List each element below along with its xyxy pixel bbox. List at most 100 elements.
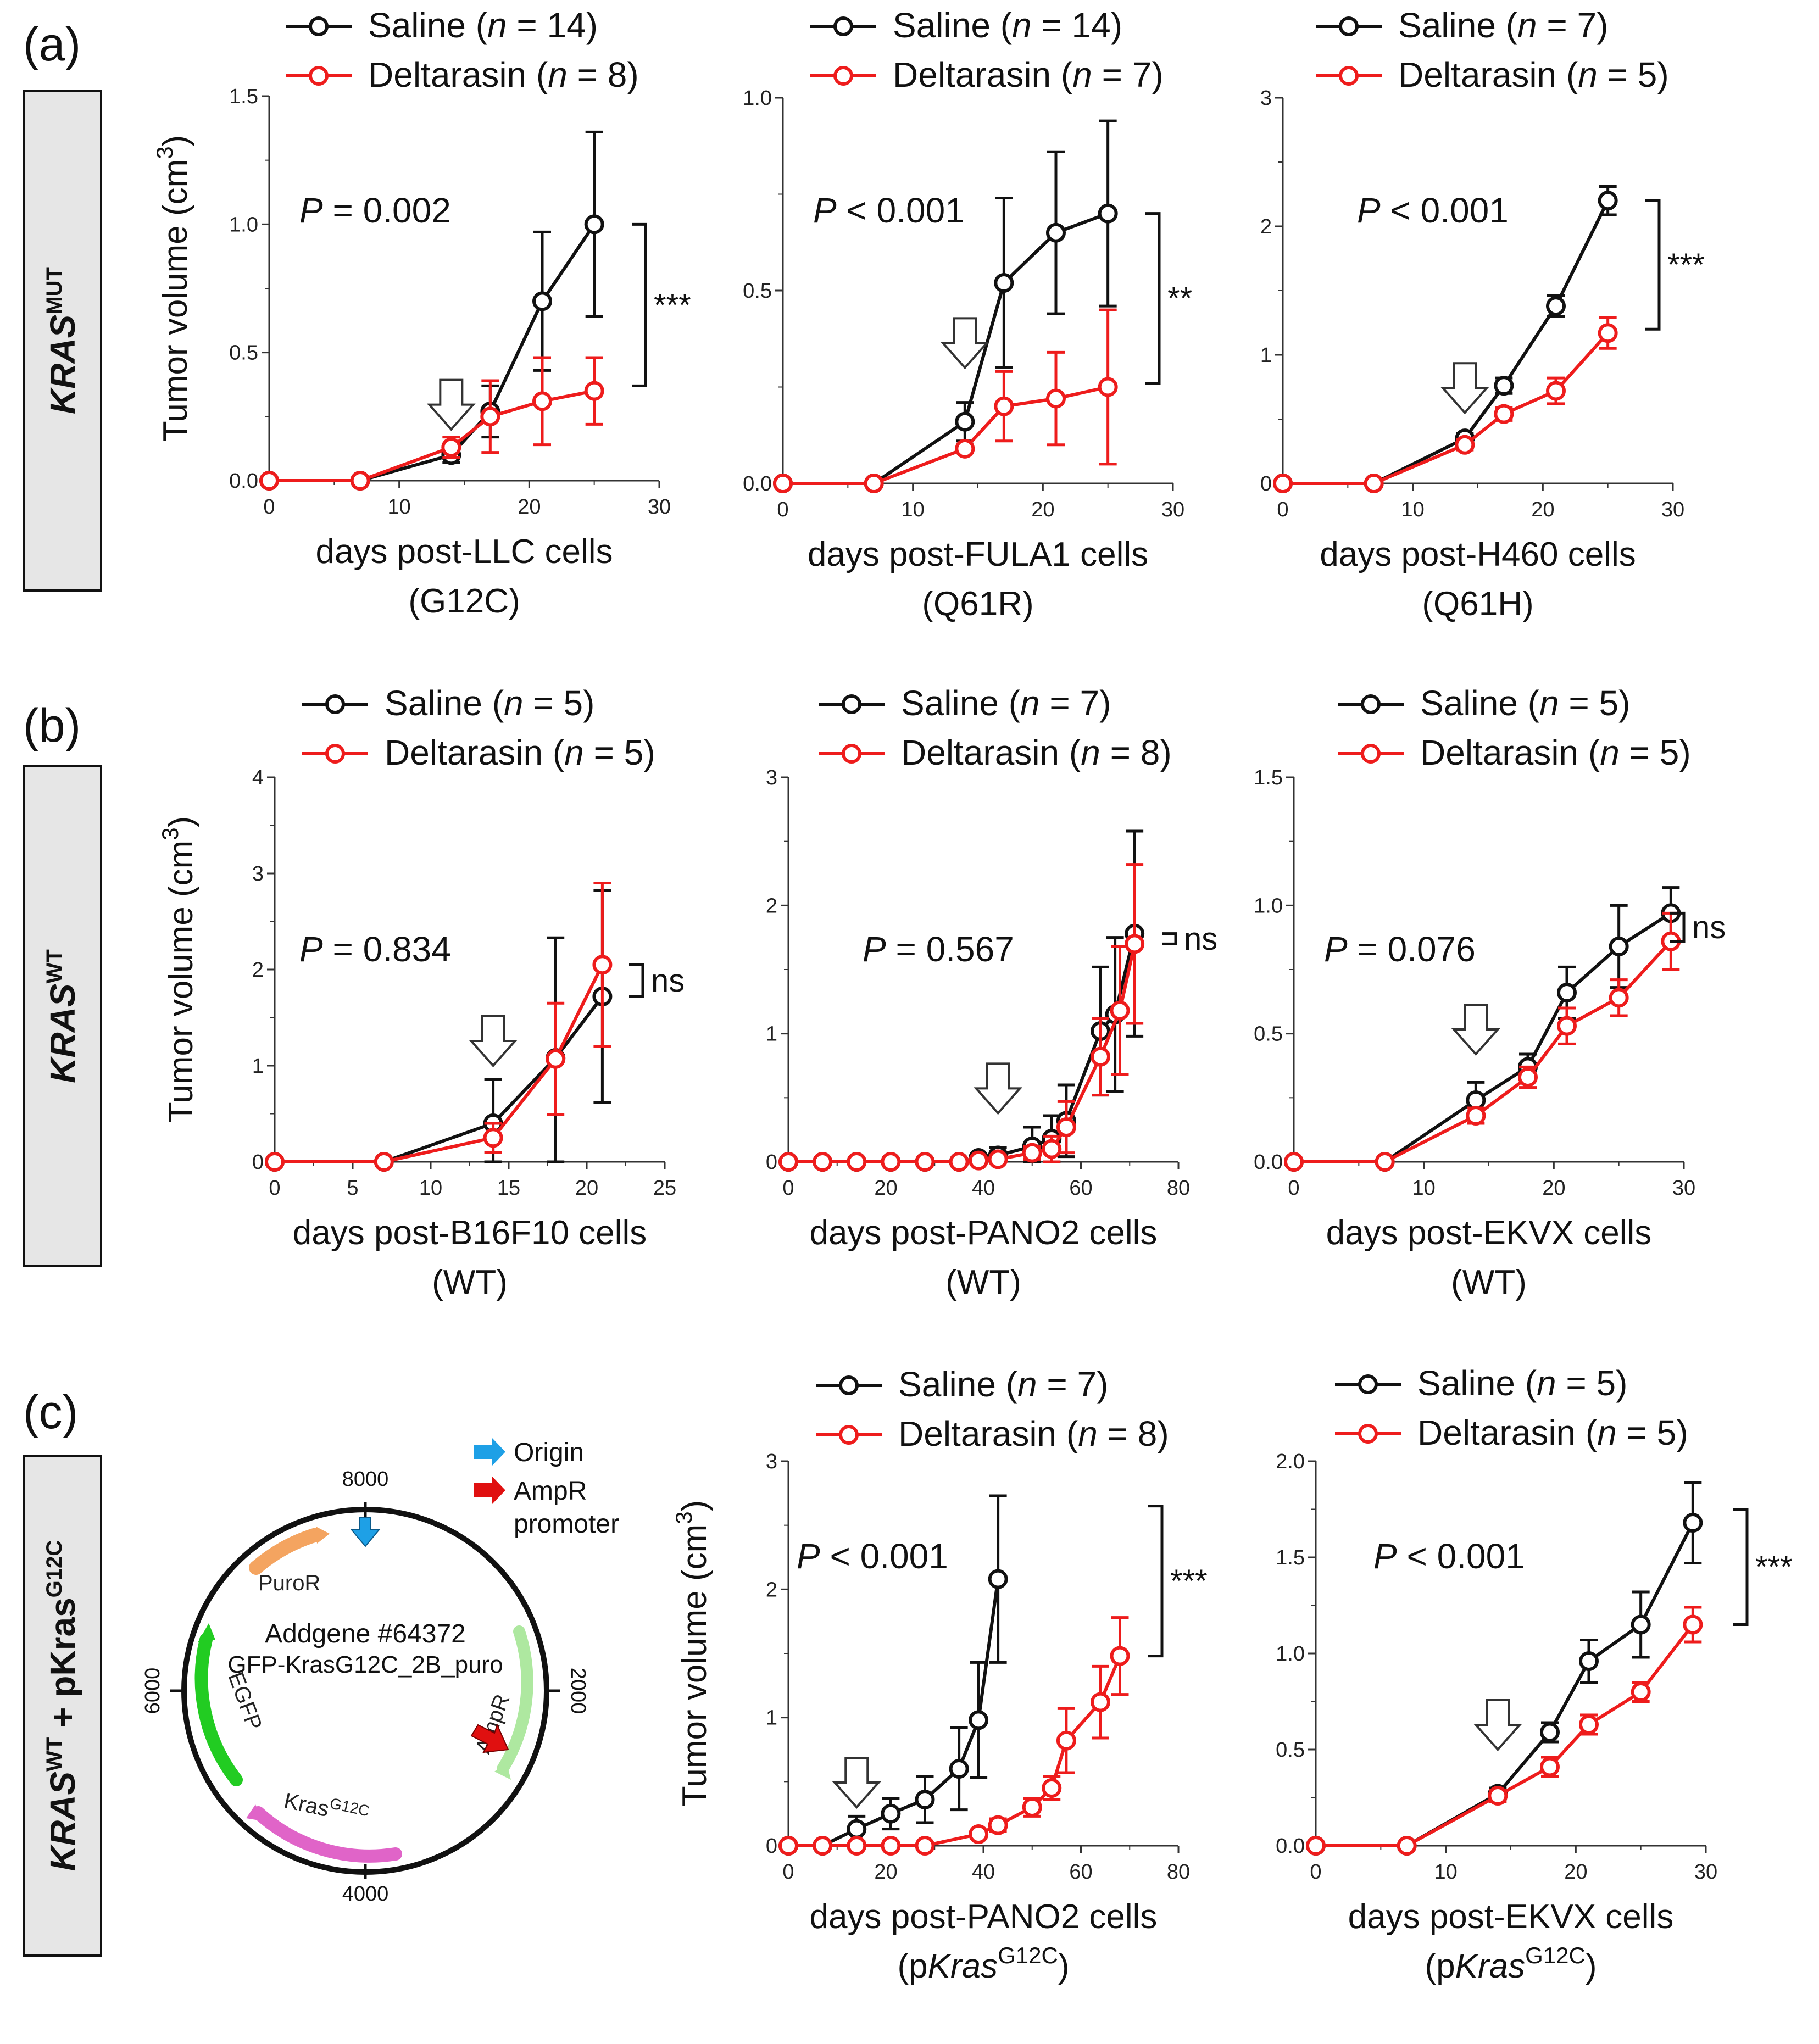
row-label-box-c: [23, 1455, 102, 1957]
chart-a2: 0.0 0.5 1.0 0 10 20 30 days post-FULA1 cells (Q6…: [743, 5, 1192, 623]
y-tick-label: 0: [1260, 472, 1272, 495]
data-point-deltarasin: [1042, 1778, 1062, 1798]
legend-marker-deltarasin: [1361, 744, 1381, 764]
y-tick-label: 3: [766, 1450, 777, 1473]
x-tick-label: 10: [1412, 1177, 1436, 1200]
data-point-saline: [1579, 1651, 1599, 1671]
puror-arrowhead: [316, 1527, 330, 1544]
x-tick-label: 20: [1531, 498, 1554, 521]
x-tick-label: 20: [874, 1861, 897, 1884]
row-label-c: KRASWT + pKrasG12C: [42, 1540, 82, 1871]
significance-label: ns: [651, 963, 685, 999]
x-tick-label: 10: [419, 1177, 442, 1200]
data-point-deltarasin: [1306, 1836, 1326, 1856]
panel-letter-b: (b): [23, 699, 81, 752]
legend-label-deltarasin: Deltarasin (n = 5): [1417, 1413, 1688, 1452]
legend-marker-saline: [1361, 694, 1381, 714]
x-tick-label: 0: [269, 1177, 280, 1200]
y-tick-label: 2: [1260, 215, 1272, 238]
series-line-deltarasin: [1283, 332, 1609, 485]
data-point-deltarasin: [1455, 435, 1475, 455]
ampr-arrowhead: [494, 1762, 511, 1780]
y-tick-label: 3: [1260, 87, 1272, 110]
data-point-deltarasin: [1683, 1614, 1703, 1635]
data-point-deltarasin: [584, 381, 604, 401]
y-tick-label: 1: [766, 1707, 777, 1730]
data-point-deltarasin: [881, 1836, 901, 1856]
p-value: P < 0.001: [797, 1536, 948, 1576]
legend-label-saline: Saline (n = 14): [893, 5, 1122, 45]
x-tick-label: 80: [1167, 1861, 1190, 1884]
significance-label: ***: [654, 287, 691, 323]
legend-marker-deltarasin: [1358, 1424, 1378, 1444]
data-point-deltarasin: [949, 1152, 969, 1172]
x-tick-label: 20: [518, 495, 541, 519]
x-tick-label: 0: [1310, 1861, 1321, 1884]
x-axis-subtitle: (Q61R): [922, 585, 1033, 623]
row-label-a: KRASMUT: [42, 267, 82, 414]
data-point-deltarasin: [1056, 1730, 1076, 1751]
legend-marker-deltarasin: [833, 66, 853, 86]
data-point-saline: [969, 1710, 989, 1730]
data-point-deltarasin: [988, 1149, 1008, 1169]
egfp-label: EGFP: [224, 1669, 267, 1733]
legend-label-deltarasin: Deltarasin (n = 5): [1398, 55, 1669, 94]
panel-letter-a: (a): [23, 18, 81, 71]
y-tick-label: 0: [766, 1835, 777, 1858]
data-point-deltarasin: [969, 1824, 989, 1844]
legend-marker-saline: [833, 16, 853, 36]
significance-label: **: [1167, 281, 1192, 316]
y-tick-label: 0.0: [1254, 1151, 1283, 1174]
data-point-deltarasin: [1540, 1757, 1560, 1777]
data-point-deltarasin: [1046, 388, 1066, 409]
row-label-b: KRASWT: [42, 949, 82, 1083]
y-tick-label: 0.0: [743, 472, 772, 495]
data-point-deltarasin: [1091, 1046, 1110, 1067]
x-tick-label: 0: [777, 498, 788, 521]
ampr-promoter-legend-icon: [474, 1476, 505, 1505]
y-tick-label: 1.0: [1276, 1642, 1305, 1666]
x-axis-title: days post-PANO2 cells: [810, 1898, 1158, 1936]
chart-b1: 0 1 2 3 4 0 5 10 15 20 25 days post-B16F10 cells (WT…: [157, 683, 685, 1301]
data-point-deltarasin: [1631, 1682, 1651, 1702]
x-tick-label: 0: [263, 495, 275, 519]
x-axis-subtitle: (Q61H): [1422, 585, 1533, 623]
significance-bracket: [1733, 1508, 1749, 1626]
data-point-deltarasin: [955, 438, 975, 459]
data-point-deltarasin: [778, 1836, 798, 1856]
x-tick-label: 30: [1694, 1861, 1717, 1884]
row-b-header: (b) KRASWT: [23, 699, 102, 1267]
x-tick-label: 20: [575, 1177, 598, 1200]
x-tick-label: 30: [1672, 1177, 1695, 1200]
data-point-saline: [915, 1790, 935, 1809]
x-tick-label: 0: [1277, 498, 1288, 521]
significance-label: ***: [1170, 1563, 1208, 1599]
x-axis-subtitle: (WT): [945, 1263, 1021, 1301]
data-point-deltarasin: [1557, 1016, 1577, 1036]
p-value: P = 0.076: [1324, 929, 1476, 969]
treatment-arrow-icon: [426, 378, 476, 431]
y-tick-label: 1: [252, 1055, 264, 1078]
data-point-deltarasin: [1125, 934, 1145, 954]
legend-label-deltarasin: Deltarasin (n = 8): [898, 1414, 1169, 1453]
y-tick-label: 3: [252, 862, 264, 885]
x-axis-subtitle: (pKrasG12C): [898, 1942, 1070, 1985]
x-axis-title: days post-FULA1 cells: [808, 536, 1148, 573]
data-point-deltarasin: [265, 1152, 285, 1172]
y-axis-title: Tumor volume (cm3): [152, 135, 194, 442]
x-axis-title: days post-PANO2 cells: [810, 1214, 1158, 1252]
kras-feature: [252, 1806, 402, 1863]
data-point-deltarasin: [1579, 1714, 1599, 1735]
legend-marker-deltarasin: [309, 66, 329, 86]
significance-label: ***: [1755, 1550, 1793, 1585]
x-tick-label: 20: [1542, 1177, 1565, 1200]
p-value: P = 0.834: [299, 929, 451, 969]
series-line-saline: [1283, 199, 1610, 485]
data-point-deltarasin: [546, 1049, 566, 1069]
plasmid-pos-6000: 6000: [141, 1668, 164, 1714]
treatment-arrow-icon: [1440, 362, 1489, 415]
x-tick-label: 10: [1401, 498, 1425, 521]
x-axis-subtitle: (pKrasG12C): [1425, 1942, 1597, 1985]
panel-letter-c: (c): [23, 1386, 78, 1439]
